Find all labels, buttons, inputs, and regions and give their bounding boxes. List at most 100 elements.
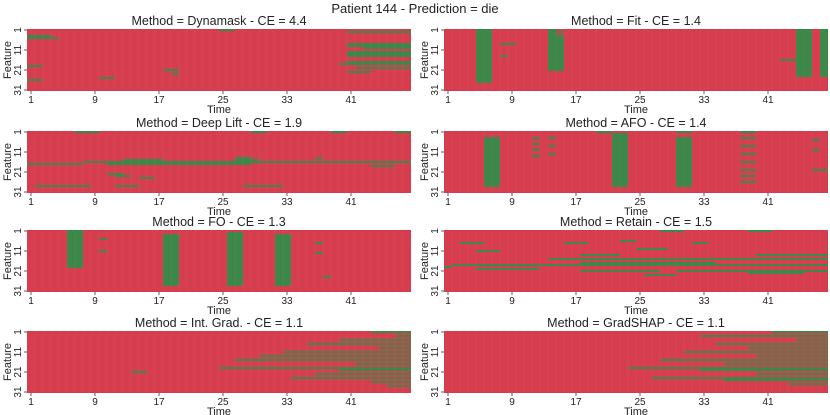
salient-cell bbox=[484, 143, 500, 145]
salient-cell bbox=[476, 45, 492, 47]
x-tick-label: 1 bbox=[28, 397, 34, 408]
x-tick-label: 17 bbox=[153, 296, 165, 307]
salient-cell bbox=[275, 274, 291, 276]
salient-cell bbox=[163, 252, 179, 254]
salient-cell bbox=[652, 377, 828, 379]
salient-cell bbox=[548, 41, 564, 43]
y-tick-label: 31 bbox=[430, 186, 441, 198]
salient-cell bbox=[227, 274, 243, 276]
salient-cell bbox=[347, 55, 411, 57]
salient-cell bbox=[99, 77, 115, 79]
x-axis-label: Time bbox=[207, 206, 231, 218]
salient-cell bbox=[676, 177, 692, 179]
salient-cell bbox=[484, 175, 500, 177]
salient-cell bbox=[275, 276, 291, 278]
salient-cell bbox=[484, 141, 500, 143]
salient-cell bbox=[580, 262, 716, 264]
salient-cell bbox=[796, 49, 812, 51]
salient-cell bbox=[227, 238, 243, 240]
panel-title: Method = Deep Lift - CE = 1.9 bbox=[136, 116, 302, 130]
x-tick-label: 1 bbox=[445, 397, 451, 408]
salient-cell bbox=[171, 73, 179, 75]
salient-cell bbox=[27, 79, 43, 81]
salient-cell bbox=[484, 153, 500, 155]
salient-cell bbox=[347, 53, 411, 55]
salient-cell bbox=[612, 159, 628, 161]
y-tick-label: 11 bbox=[430, 346, 441, 357]
salient-cell bbox=[740, 153, 756, 155]
y-tick-label: 31 bbox=[430, 84, 441, 96]
salient-cell bbox=[227, 240, 243, 242]
salient-cell bbox=[67, 258, 83, 260]
x-tick-label: 33 bbox=[281, 197, 293, 208]
salient-cell bbox=[612, 139, 628, 141]
salient-cell bbox=[67, 262, 83, 264]
x-tick-label: 33 bbox=[281, 95, 293, 106]
salient-cell bbox=[275, 254, 291, 256]
salient-cell bbox=[676, 270, 828, 272]
salient-cell bbox=[628, 367, 828, 369]
salient-cell bbox=[796, 53, 812, 55]
x-tick-label: 9 bbox=[92, 296, 98, 307]
salient-cell bbox=[476, 57, 492, 59]
x-tick-label: 33 bbox=[698, 95, 710, 106]
salient-cell bbox=[796, 57, 812, 59]
x-tick-label: 17 bbox=[570, 397, 582, 408]
salient-cell bbox=[67, 240, 83, 242]
panel-title: Method = Dynamask - CE = 4.4 bbox=[131, 14, 306, 28]
salient-cell bbox=[796, 37, 812, 39]
salient-cell bbox=[676, 147, 692, 149]
salient-cell bbox=[612, 181, 628, 183]
salient-cell bbox=[227, 248, 243, 250]
y-axis-label: Feature bbox=[2, 242, 14, 280]
x-tick-label: 41 bbox=[762, 95, 774, 106]
salient-cell bbox=[67, 232, 83, 234]
salient-cell bbox=[548, 49, 564, 51]
salient-cell bbox=[476, 67, 492, 69]
salient-cell bbox=[612, 141, 628, 143]
salient-cell bbox=[163, 268, 179, 270]
salient-cell bbox=[347, 61, 411, 63]
x-axis-label: Time bbox=[624, 406, 648, 415]
heatmap-background bbox=[444, 131, 828, 193]
x-tick-label: 33 bbox=[281, 296, 293, 307]
salient-cell bbox=[275, 238, 291, 240]
x-axis-label: Time bbox=[624, 104, 648, 116]
salient-cell bbox=[820, 47, 828, 49]
salient-cell bbox=[315, 373, 411, 375]
salient-cell bbox=[820, 59, 828, 61]
salient-cell bbox=[820, 31, 828, 33]
salient-cell bbox=[548, 31, 564, 33]
salient-cell bbox=[476, 61, 492, 63]
salient-cell bbox=[612, 133, 628, 135]
salient-cell bbox=[620, 240, 636, 242]
salient-cell bbox=[476, 73, 492, 75]
salient-cell bbox=[812, 149, 820, 151]
salient-cell bbox=[484, 171, 500, 173]
salient-cell bbox=[476, 37, 492, 39]
salient-cell bbox=[227, 266, 243, 268]
salient-cell bbox=[163, 272, 179, 274]
salient-cell bbox=[820, 37, 828, 39]
salient-cell bbox=[612, 147, 628, 149]
salient-cell bbox=[163, 240, 179, 242]
y-axis-label: Feature bbox=[419, 343, 431, 381]
salient-cell bbox=[227, 260, 243, 262]
panel-title: Method = GradSHAP - CE = 1.1 bbox=[547, 316, 725, 330]
x-tick-label: 9 bbox=[509, 197, 515, 208]
salient-cell bbox=[227, 276, 243, 278]
salient-cell bbox=[275, 266, 291, 268]
salient-cell bbox=[820, 51, 828, 53]
x-axis-label: Time bbox=[207, 104, 231, 116]
salient-cell bbox=[676, 175, 692, 177]
salient-cell bbox=[67, 254, 83, 256]
salient-cell bbox=[812, 139, 820, 141]
salient-cell bbox=[820, 55, 828, 57]
salient-cell bbox=[67, 234, 83, 236]
heatmap-background bbox=[27, 331, 411, 393]
salient-cell bbox=[484, 149, 500, 151]
salient-cell bbox=[756, 254, 828, 256]
salient-cell bbox=[283, 351, 411, 353]
heatmap-gridlines bbox=[444, 29, 828, 91]
salient-cell bbox=[612, 157, 628, 159]
